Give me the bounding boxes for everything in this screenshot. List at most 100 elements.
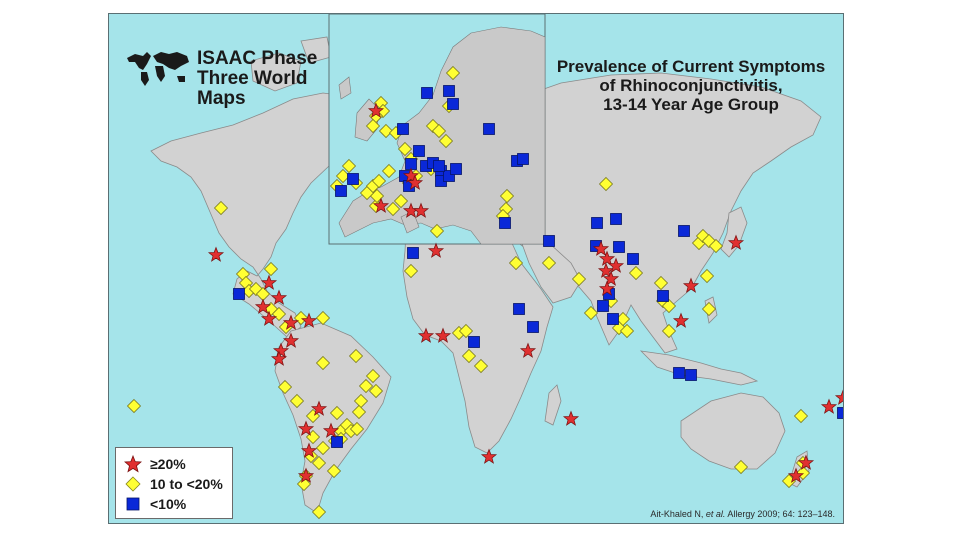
landmass-south-america — [274, 322, 392, 514]
square-marker — [613, 241, 625, 253]
world-map: ISAAC Phase Three World Maps Prevalence … — [108, 13, 844, 524]
diamond-marker — [311, 455, 327, 471]
square-marker — [657, 290, 669, 302]
legend-label: <10% — [150, 496, 187, 512]
diamond-marker — [653, 275, 669, 291]
square-marker — [347, 173, 359, 185]
diamond-marker — [499, 188, 515, 204]
landmass-madagascar — [544, 384, 562, 426]
diamond-marker — [473, 358, 489, 374]
square-marker — [543, 235, 555, 247]
legend-item-medium: 10 to <20% — [124, 474, 224, 494]
diamond-marker — [461, 348, 477, 364]
diamond-marker — [351, 404, 367, 420]
square-marker — [678, 225, 690, 237]
square-marker — [607, 313, 619, 325]
star-marker — [682, 277, 700, 293]
citation-suffix: Allergy 2009; 64: 123–148. — [725, 509, 835, 519]
square-marker — [610, 213, 622, 225]
square-marker — [483, 123, 495, 135]
diamond-marker — [397, 141, 413, 157]
diamond-marker — [289, 393, 305, 409]
diamond-marker — [541, 255, 557, 271]
diamond-marker — [296, 476, 312, 492]
square-marker — [685, 369, 697, 381]
star-marker — [597, 262, 615, 278]
star-marker — [372, 197, 390, 213]
square-marker — [335, 185, 347, 197]
square-marker — [499, 217, 511, 229]
diamond-marker — [368, 383, 384, 399]
diamond-marker — [358, 378, 374, 394]
diamond-marker — [661, 298, 677, 314]
square-marker — [450, 163, 462, 175]
legend-item-high: ≥20% — [124, 454, 224, 474]
square-marker — [397, 123, 409, 135]
square-icon — [126, 497, 140, 511]
star-marker — [727, 234, 745, 250]
diamond-marker — [365, 368, 381, 384]
diamond-marker — [431, 123, 447, 139]
square-marker — [517, 153, 529, 165]
legend-label: 10 to <20% — [150, 476, 223, 492]
star-marker — [672, 312, 690, 328]
diamond-marker — [381, 163, 397, 179]
star-marker — [607, 257, 625, 273]
star-marker — [592, 240, 610, 256]
diamond-marker — [326, 463, 342, 479]
star-marker — [562, 410, 580, 426]
diamond-marker — [708, 238, 724, 254]
diamond-marker — [378, 123, 394, 139]
square-marker — [233, 288, 245, 300]
citation-italic: et al. — [705, 509, 726, 519]
diamond-marker — [263, 261, 279, 277]
star-marker — [480, 448, 498, 464]
diamond-marker — [699, 268, 715, 284]
logo-title: ISAAC Phase Three World Maps — [197, 49, 317, 109]
legend: ≥20% 10 to <20% <10% — [115, 447, 233, 519]
diamond-marker — [583, 305, 599, 321]
world-map-logo-icon — [127, 52, 189, 86]
star-marker — [270, 350, 288, 366]
marker-layer — [126, 65, 843, 520]
star-marker — [787, 467, 805, 483]
diamond-marker — [598, 176, 614, 192]
map-canvas — [126, 14, 843, 520]
diamond-icon — [125, 476, 141, 492]
star-marker — [367, 102, 385, 118]
logo-title-line: Three World — [197, 68, 308, 89]
logo-title-line: ISAAC Phase — [197, 48, 318, 69]
diamond-marker — [793, 408, 809, 424]
star-marker — [434, 327, 452, 343]
diamond-marker — [329, 405, 345, 421]
star-marker — [282, 332, 300, 348]
star-marker — [797, 454, 815, 470]
legend-label: ≥20% — [150, 456, 186, 472]
square-marker — [837, 407, 843, 419]
diamond-marker — [445, 65, 461, 81]
square-marker — [627, 253, 639, 265]
star-marker — [406, 174, 424, 190]
diamond-marker — [571, 271, 587, 287]
diamond-marker — [508, 255, 524, 271]
square-marker — [413, 145, 425, 157]
star-marker — [519, 342, 537, 358]
star-marker — [602, 270, 620, 286]
star-icon — [124, 455, 142, 473]
diamond-marker — [458, 323, 474, 339]
landmass-indonesia — [639, 350, 759, 386]
landmass-japan — [720, 206, 748, 258]
square-marker — [433, 160, 445, 172]
diamond-marker — [365, 118, 381, 134]
star-marker — [310, 400, 328, 416]
star-marker — [834, 389, 843, 405]
europe-inset — [328, 14, 546, 245]
square-marker — [513, 303, 525, 315]
star-marker — [417, 327, 435, 343]
diamond-marker — [619, 323, 635, 339]
star-marker — [297, 467, 315, 483]
legend-item-low: <10% — [124, 494, 224, 514]
star-marker — [300, 312, 318, 328]
star-marker — [272, 342, 290, 358]
star-marker — [412, 202, 430, 218]
